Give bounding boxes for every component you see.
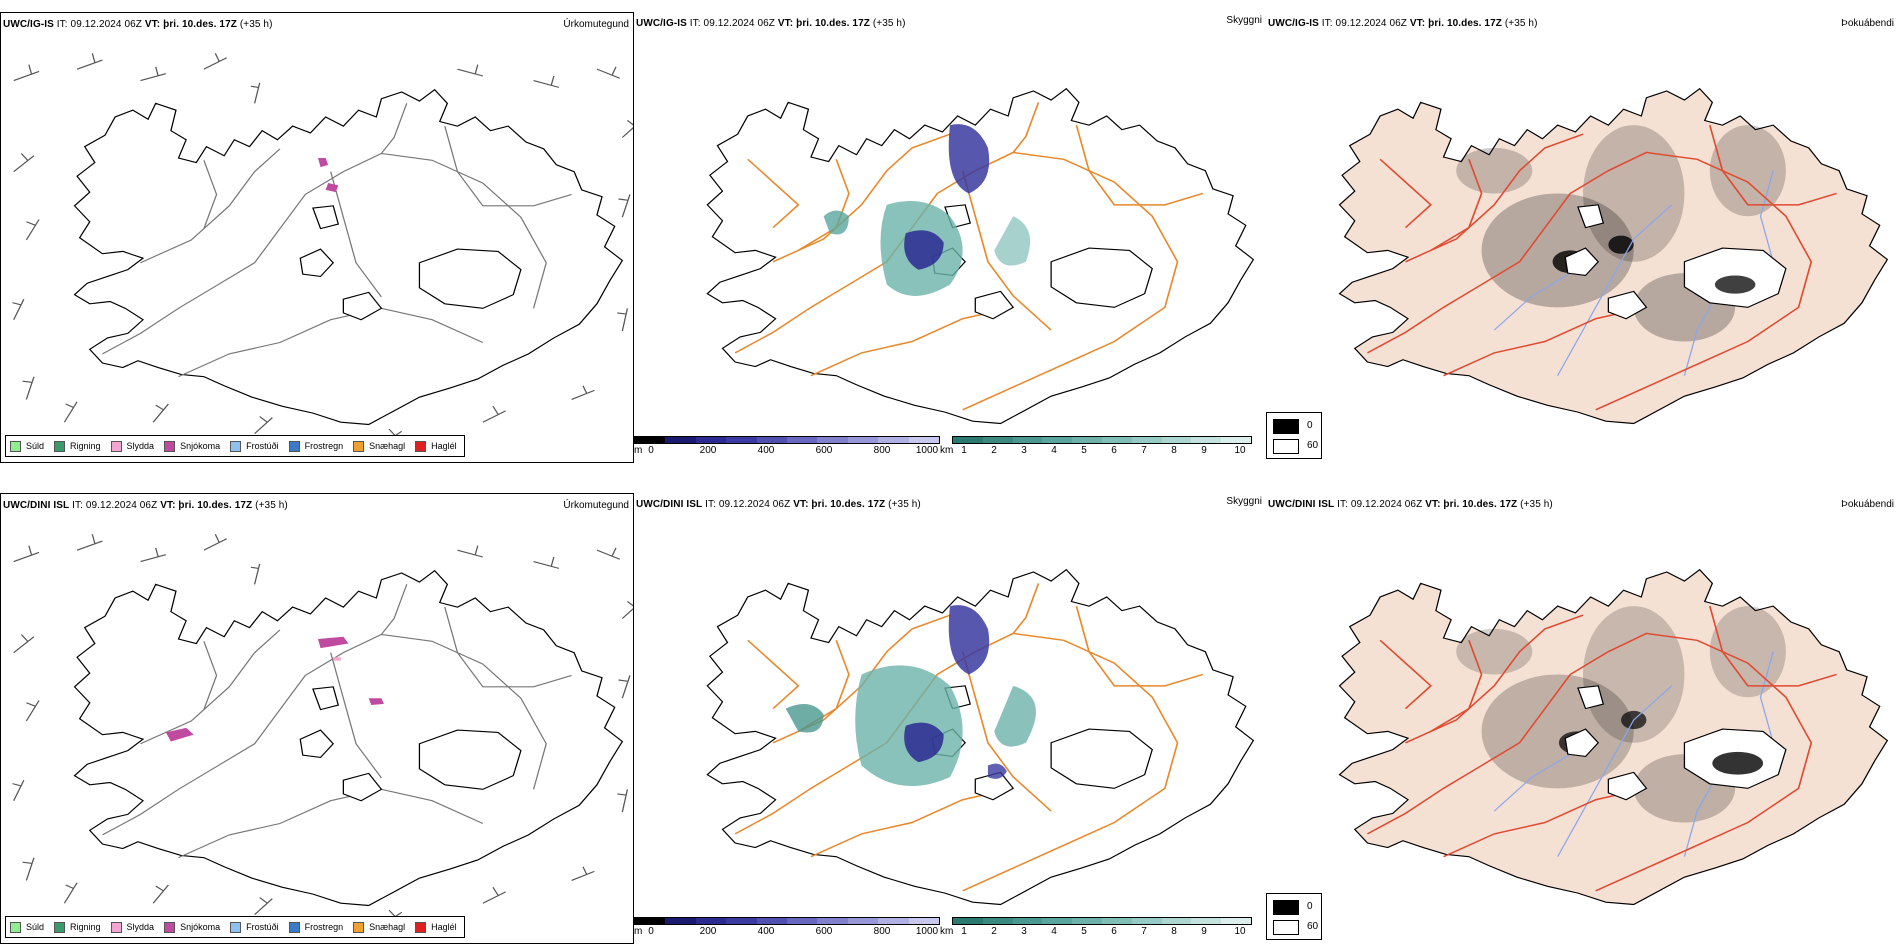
snow-areas bbox=[165, 636, 384, 742]
legend-item: Frostregn bbox=[288, 921, 343, 933]
panel-type-label: Þokuábendi bbox=[1841, 18, 1894, 29]
visibility-m-colorbar: m 0 200 400 600 800 1000 bbox=[634, 917, 954, 939]
panel-title: UWC/IG-IS IT: 09.12.2024 06Z VT: þri. 10… bbox=[1268, 18, 1538, 29]
precip-type-panel: UWC/DINI ISL IT: 09.12.2024 06Z VT: þri.… bbox=[0, 493, 634, 944]
panel-type-label: Úrkomutegund bbox=[563, 500, 629, 511]
colorbar-unit: km bbox=[940, 445, 954, 456]
legend-item: Súld bbox=[10, 921, 44, 933]
panel-title: UWC/IG-IS IT: 09.12.2024 06Z VT: þri. 10… bbox=[3, 19, 273, 30]
visibility-map bbox=[706, 569, 1254, 906]
colorbar-ticks: 0 200 400 600 800 1000 bbox=[648, 445, 939, 456]
precip-type-legend: Súld Rigning Slydda Snjókoma Frostúði Fr… bbox=[5, 435, 465, 457]
colorbar-bar bbox=[634, 436, 940, 444]
precip-type-legend: Súld Rigning Slydda Snjókoma Frostúði Fr… bbox=[5, 916, 465, 938]
low-visibility-areas bbox=[823, 124, 1031, 296]
legend-item: Frostúði bbox=[230, 921, 279, 933]
legend-item: Súld bbox=[10, 440, 44, 452]
legend-item: Frostúði bbox=[230, 440, 279, 452]
legend-item: Slydda bbox=[110, 440, 154, 452]
legend-item: Snæhagl bbox=[353, 921, 405, 933]
legend-item: Slydda bbox=[110, 921, 154, 933]
visibility-panel: UWC/DINI ISL IT: 09.12.2024 06Z VT: þri.… bbox=[634, 493, 1266, 944]
fog-index-panel: UWC/DINI ISL IT: 09.12.2024 06Z VT: þri.… bbox=[1266, 493, 1900, 944]
panel-type-label: Úrkomutegund bbox=[563, 19, 629, 30]
legend-item: Snjókoma bbox=[164, 921, 220, 933]
legend-item: Rigning bbox=[54, 921, 101, 933]
colorbar-unit: m bbox=[634, 926, 643, 937]
panel-title: UWC/DINI ISL IT: 09.12.2024 06Z VT: þri.… bbox=[1268, 499, 1553, 510]
visibility-km-colorbar: km 1 2 3 4 5 6 7 8 9 10 bbox=[940, 436, 1260, 458]
legend-item: Frostregn bbox=[288, 440, 343, 452]
panel-title: UWC/DINI ISL IT: 09.12.2024 06Z VT: þri.… bbox=[3, 500, 288, 511]
panel-type-label: Þokuábendi bbox=[1841, 499, 1894, 510]
visibility-m-colorbar: m 0 200 400 600 800 1000 bbox=[634, 436, 954, 458]
colorbar-bar bbox=[952, 917, 1252, 925]
colorbar-ticks: 1 2 3 4 5 6 7 8 9 10 bbox=[961, 445, 1246, 456]
visibility-panel: UWC/IG-IS IT: 09.12.2024 06Z VT: þri. 10… bbox=[634, 12, 1266, 463]
visibility-map bbox=[706, 88, 1254, 425]
low-visibility-areas bbox=[785, 605, 1036, 787]
legend-item: Snjókoma bbox=[164, 440, 220, 452]
snow-areas bbox=[318, 158, 339, 193]
fog-dark-spot bbox=[1714, 275, 1756, 294]
panel-type-label: Skyggni bbox=[1226, 15, 1262, 26]
panel-title: UWC/DINI ISL IT: 09.12.2024 06Z VT: þri.… bbox=[636, 499, 921, 510]
legend-item: Snæhagl bbox=[353, 440, 405, 452]
colorbar-unit: km bbox=[940, 926, 954, 937]
fog-index-legend: 0 60 bbox=[1266, 893, 1322, 940]
fog-index-map bbox=[1338, 88, 1888, 425]
panel-title: UWC/IG-IS IT: 09.12.2024 06Z VT: þri. 10… bbox=[636, 18, 906, 29]
visibility-km-colorbar: km 1 2 3 4 5 6 7 8 9 10 bbox=[940, 917, 1260, 939]
fog-index-panel: UWC/IG-IS IT: 09.12.2024 06Z VT: þri. 10… bbox=[1266, 12, 1900, 463]
precip-type-map bbox=[11, 52, 633, 445]
colorbar-ticks: 0 200 400 600 800 1000 bbox=[648, 926, 939, 937]
fog-index-legend: 0 60 bbox=[1266, 412, 1322, 459]
fog-index-map bbox=[1338, 569, 1888, 906]
precip-type-panel: UWC/IG-IS IT: 09.12.2024 06Z VT: þri. 10… bbox=[0, 12, 634, 463]
colorbar-bar bbox=[952, 436, 1252, 444]
legend-item: Haglél bbox=[415, 440, 457, 452]
legend-item: Haglél bbox=[415, 921, 457, 933]
colorbar-bar bbox=[634, 917, 940, 925]
legend-item: Rigning bbox=[54, 440, 101, 452]
colorbar-unit: m bbox=[634, 445, 643, 456]
precip-type-map bbox=[11, 533, 633, 926]
colorbar-ticks: 1 2 3 4 5 6 7 8 9 10 bbox=[961, 926, 1246, 937]
panel-type-label: Skyggni bbox=[1226, 496, 1262, 507]
fog-dark-spot bbox=[1712, 751, 1764, 775]
